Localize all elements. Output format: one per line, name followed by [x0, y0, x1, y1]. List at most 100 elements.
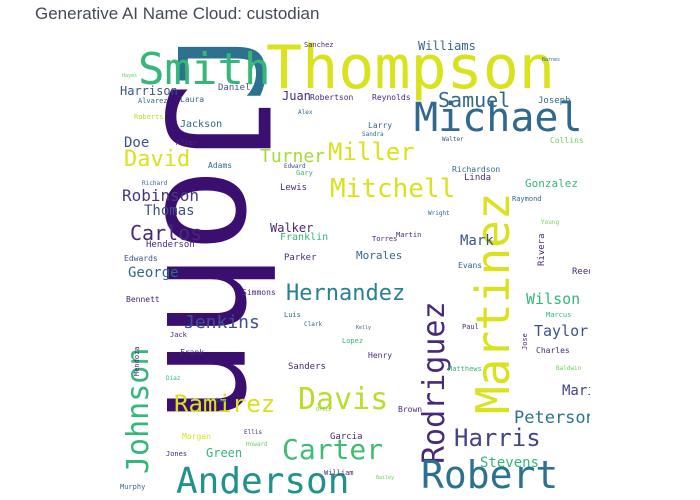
word-harris: Harris — [454, 424, 541, 452]
word-doe: Doe — [124, 135, 150, 151]
word-john: John — [133, 82, 298, 424]
word-howard: Howard — [246, 441, 268, 448]
word-mitchell: Mitchell — [330, 174, 456, 204]
word-carlos: Carlos — [130, 221, 203, 245]
word-turner: Turner — [260, 146, 326, 167]
word-murphy: Murphy — [120, 483, 146, 491]
word-davis: Davis — [298, 382, 389, 417]
word-martinez: Martinez — [466, 192, 520, 414]
word-jose: Jose — [521, 333, 529, 350]
word-reynolds: Reynolds — [372, 93, 411, 102]
word-robertson: Robertson — [310, 93, 354, 102]
word-robert: Robert — [421, 453, 559, 497]
word-jones: Jones — [166, 450, 188, 458]
word-juan: Juan — [282, 89, 311, 103]
word-diaz: Diaz — [166, 375, 181, 382]
word-thompson: Thompson — [266, 36, 555, 103]
word-ramirez: Ramirez — [174, 390, 276, 418]
word-lewis: Lewis — [280, 183, 308, 193]
word-david: David — [124, 147, 191, 172]
word-edward: Edward — [284, 163, 306, 170]
word-william: William — [324, 469, 354, 477]
word-thomas: Thomas — [144, 203, 195, 219]
word-franklin: Franklin — [280, 232, 329, 243]
word-anderson: Anderson — [176, 461, 350, 499]
word-cloud: JohnJamesThompsonMartinezSmithRodriguezR… — [116, 36, 590, 498]
word-wilson: Wilson — [526, 290, 581, 308]
word-ortiz: Ortiz — [316, 407, 332, 413]
word-parker: Parker — [284, 253, 317, 263]
word-sanders: Sanders — [288, 362, 326, 372]
word-jack: Jack — [170, 331, 187, 339]
word-gonzalez: Gonzalez — [525, 177, 578, 190]
word-lee: Lee — [216, 397, 227, 404]
word-linda: Linda — [464, 173, 492, 183]
word-samuel: Samuel — [438, 88, 511, 112]
word-simmons: Simmons — [242, 288, 276, 297]
word-luis: Luis — [284, 311, 301, 319]
word-smith: Smith — [138, 44, 271, 95]
word-green: Green — [206, 446, 243, 460]
chart-title: Generative AI Name Cloud: custodian — [35, 4, 320, 23]
word-barnes: Barnes — [542, 57, 561, 63]
word-frank: Frank — [180, 348, 205, 357]
word-clark: Clark — [304, 321, 323, 328]
word-joseph: Joseph — [538, 96, 571, 106]
word-carter: Carter — [282, 433, 384, 466]
word-taylor: Taylor — [534, 322, 589, 340]
word-bennett: Bennett — [126, 295, 160, 304]
word-young: Young — [541, 219, 560, 226]
word-alvarez: Alvarez — [138, 97, 168, 105]
word-daniel: Daniel — [218, 83, 251, 93]
word-marcus: Marcus — [546, 311, 572, 319]
word-reed: Reed — [572, 267, 590, 277]
word-ellis: Ellis — [244, 429, 263, 436]
word-baldwin: Baldwin — [556, 365, 582, 372]
word-paul: Paul — [462, 323, 479, 331]
word-williams: Williams — [418, 39, 476, 53]
word-sanchez: Sanchez — [304, 41, 334, 49]
word-henderson: Henderson — [146, 240, 195, 250]
word-evans: Evans — [458, 261, 483, 270]
word-harrison: Harrison — [120, 84, 178, 98]
word-rivera: Rivera — [537, 233, 547, 266]
word-gary: Gary — [296, 169, 313, 177]
word-morgan: Morgan — [182, 432, 211, 441]
word-torres: Torres — [372, 235, 398, 243]
word-mark: Mark — [460, 233, 494, 249]
word-alex: Alex — [298, 109, 313, 116]
word-rodriguez: Rodriguez — [417, 301, 452, 464]
word-collins: Collins — [550, 136, 584, 145]
word-morales: Morales — [356, 249, 403, 262]
word-stevens: Stevens — [480, 455, 540, 471]
word-sandra: Sandra — [362, 131, 384, 138]
word-bailey: Bailey — [376, 475, 395, 481]
word-richardson: Richardson — [452, 165, 501, 174]
word-walker: Walker — [270, 221, 314, 235]
word-wright: Wright — [428, 210, 450, 217]
word-edwards: Edwards — [124, 254, 158, 263]
word-adams: Adams — [208, 161, 233, 170]
word-robinson: Robinson — [122, 186, 200, 205]
word-mendoza: Mendoza — [133, 346, 141, 376]
word-peterson: Peterson — [514, 408, 590, 428]
word-hayes: Hayes — [122, 73, 138, 79]
word-george: George — [128, 265, 179, 281]
word-kelly: Kelly — [356, 325, 372, 331]
word-richard: Richard — [142, 180, 168, 187]
word-charles: Charles — [536, 346, 570, 355]
word-garcia: Garcia — [330, 432, 363, 442]
word-raymond: Raymond — [512, 195, 542, 203]
word-henry: Henry — [368, 351, 393, 360]
word-maria: Maria — [562, 383, 590, 399]
word-allen: Allen — [176, 139, 198, 147]
word-larry: Larry — [368, 121, 393, 130]
word-jenkins: Jenkins — [184, 312, 260, 333]
word-lopez: Lopez — [342, 337, 364, 345]
word-brown: Brown — [398, 405, 423, 414]
word-michael: Michael — [414, 95, 583, 141]
word-laura: Laura — [180, 95, 205, 104]
word-martin: Martin — [396, 231, 422, 239]
word-hernandez: Hernandez — [286, 281, 406, 306]
word-roberts: Roberts — [134, 113, 164, 121]
